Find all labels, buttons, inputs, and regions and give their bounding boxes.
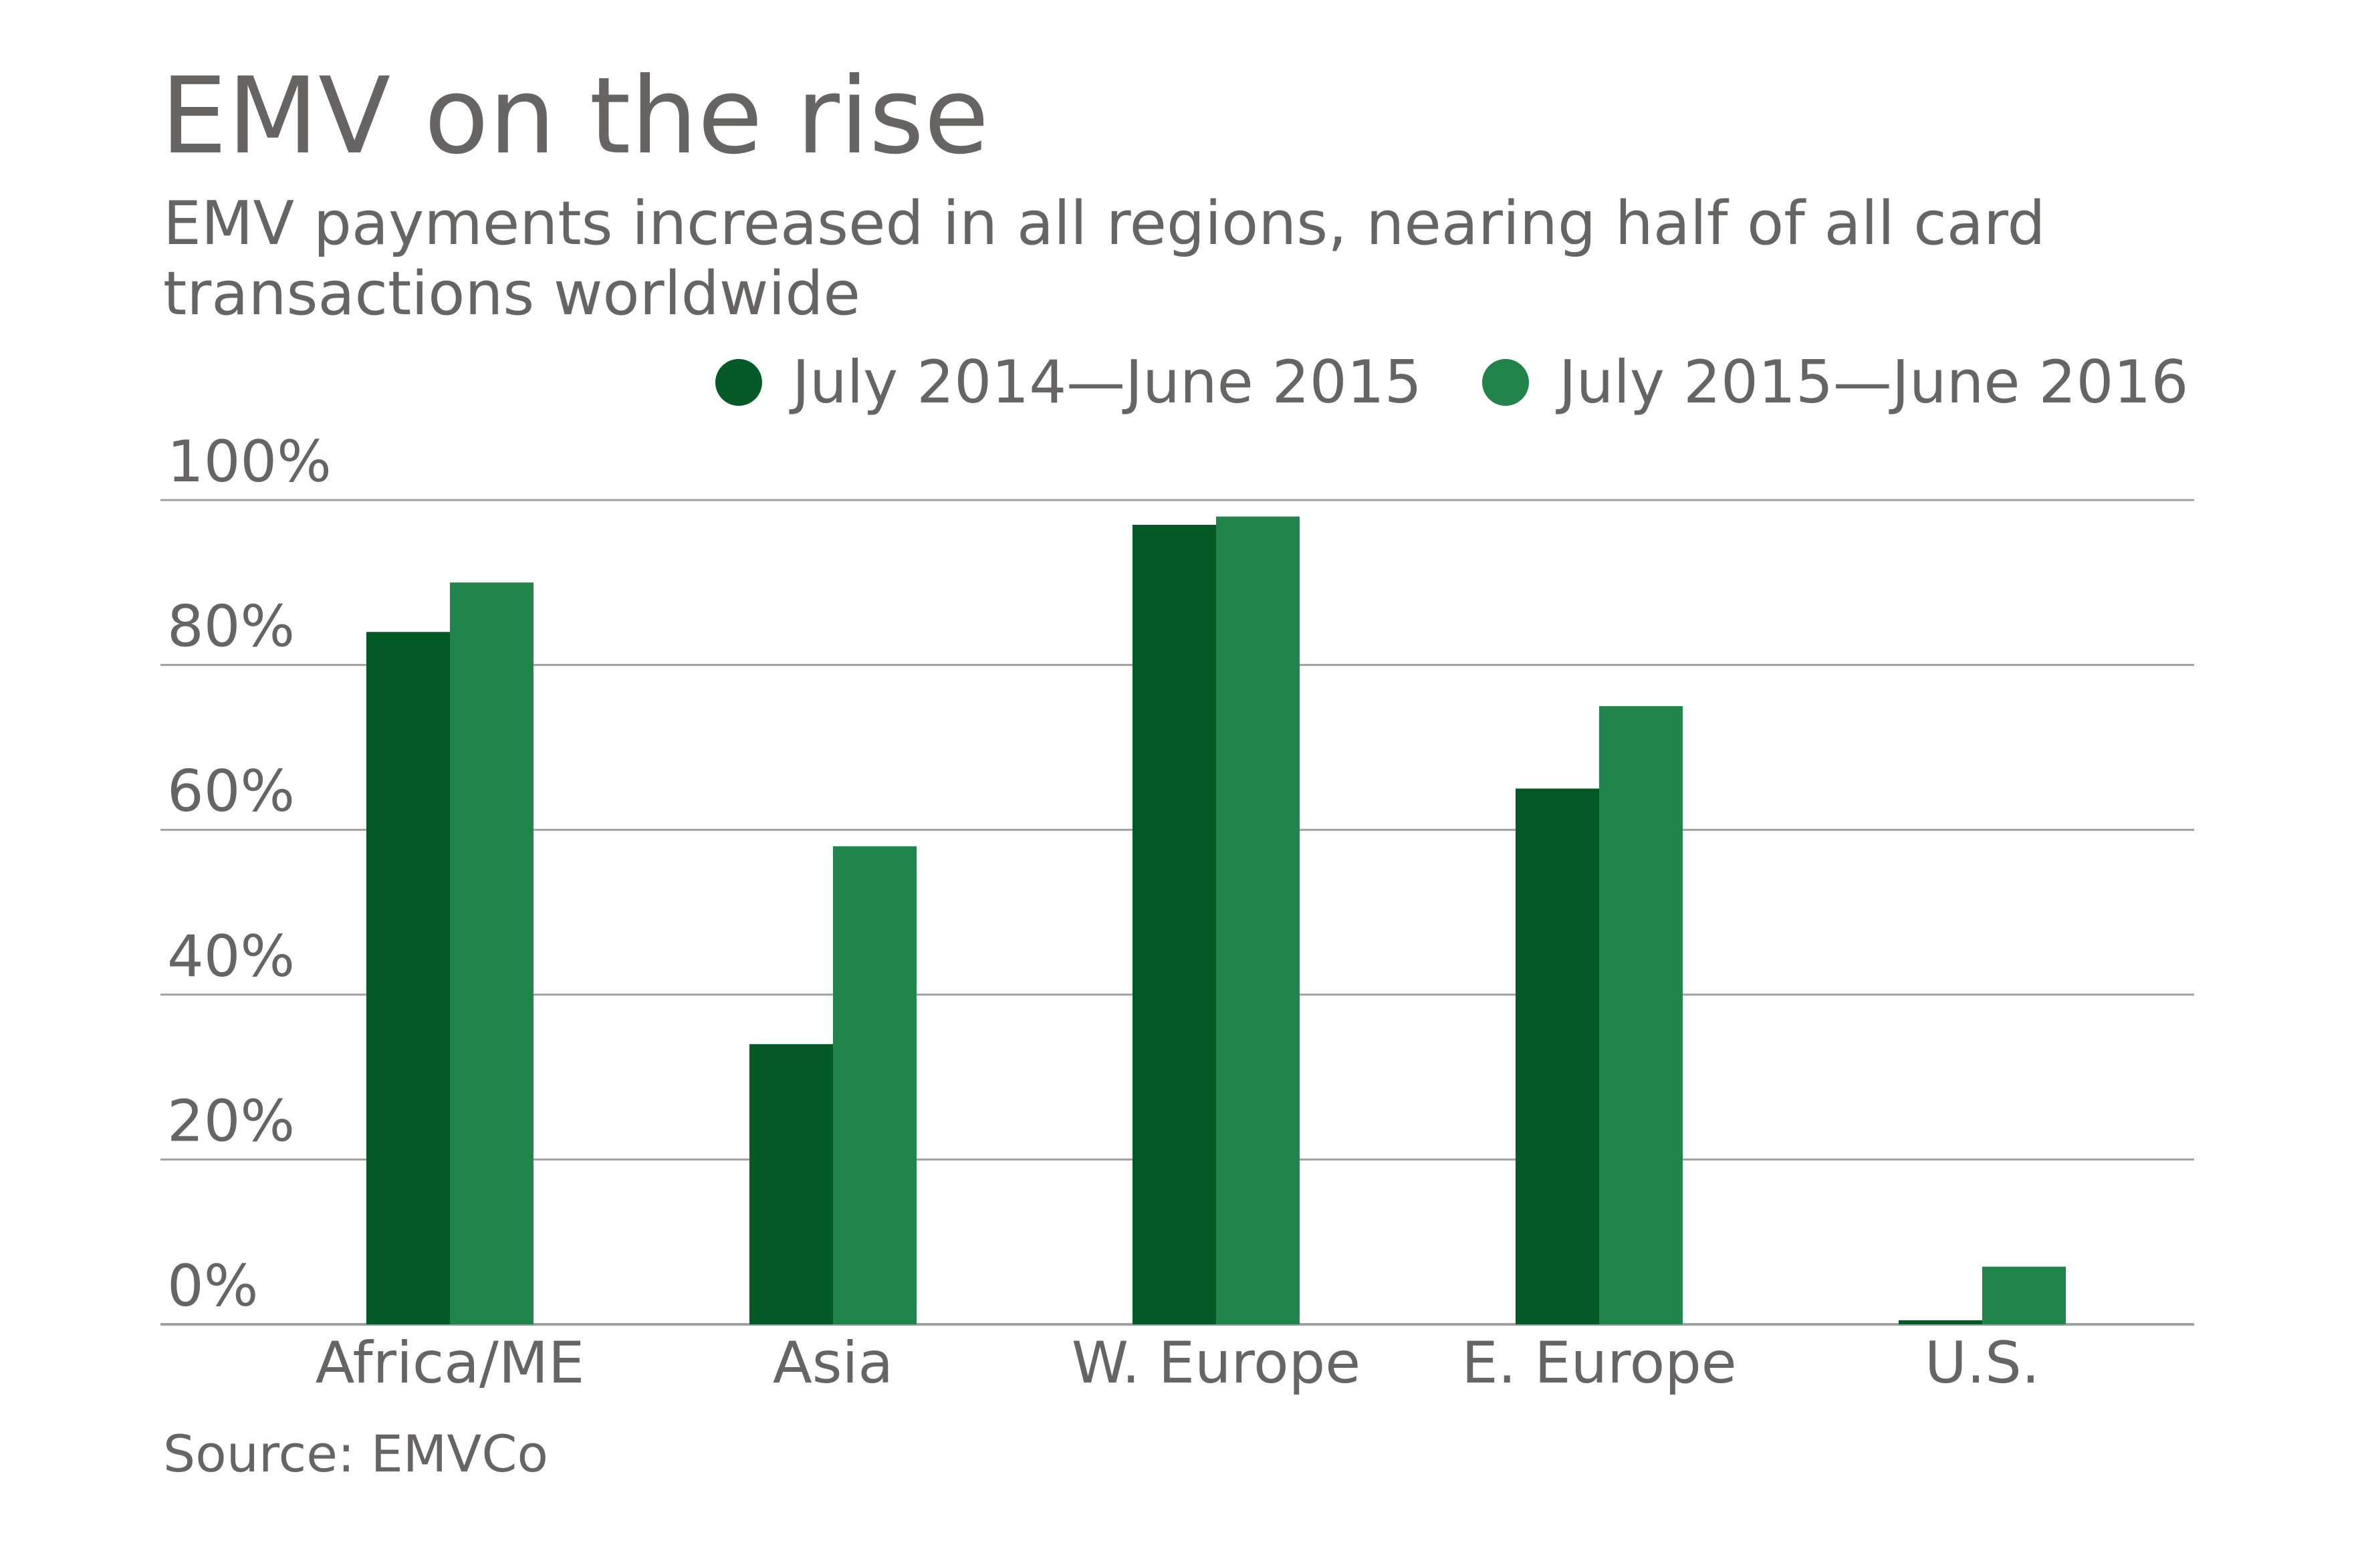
legend-swatch-series-1 bbox=[715, 358, 762, 406]
bar-2 bbox=[1599, 706, 1683, 1324]
bar-1 bbox=[1899, 1320, 1982, 1324]
y-tick-label: 60% bbox=[167, 758, 295, 825]
legend-item-series-1: July 2014—June 2015 bbox=[715, 348, 1422, 416]
y-tick-label: 20% bbox=[167, 1088, 295, 1155]
bar-1 bbox=[366, 632, 450, 1324]
x-tick-label: W. Europe bbox=[1072, 1330, 1360, 1397]
bar-1 bbox=[1133, 524, 1216, 1324]
bar-1 bbox=[1516, 788, 1599, 1324]
y-tick-label: 40% bbox=[167, 923, 295, 990]
legend: July 2014—June 2015 July 2015—June 2016 bbox=[715, 348, 2249, 416]
y-tick-label: 80% bbox=[167, 594, 295, 661]
legend-label-series-1: July 2014—June 2015 bbox=[792, 348, 1422, 416]
bar-2 bbox=[450, 582, 533, 1324]
x-tick-label: U.S. bbox=[1925, 1330, 2040, 1397]
x-tick-label: Asia bbox=[773, 1330, 893, 1397]
bar-2 bbox=[1982, 1266, 2066, 1324]
bar-2 bbox=[1216, 516, 1300, 1325]
source-note: Source: EMVCo bbox=[163, 1424, 548, 1483]
x-tick-label: Africa/ME bbox=[316, 1330, 585, 1397]
bar-1 bbox=[749, 1044, 833, 1324]
x-tick-label: E. Europe bbox=[1461, 1330, 1736, 1397]
legend-item-series-2: July 2015—June 2016 bbox=[1481, 348, 2189, 416]
chart-title: EMV on the rise bbox=[160, 55, 989, 178]
y-tick-label: 100% bbox=[167, 429, 332, 495]
bar-2 bbox=[833, 846, 917, 1324]
y-tick-label: 0% bbox=[167, 1253, 258, 1320]
legend-swatch-series-2 bbox=[1481, 358, 1529, 406]
legend-label-series-2: July 2015—June 2016 bbox=[1558, 348, 2189, 416]
chart-subtitle: EMV payments increased in all regions, n… bbox=[163, 189, 2046, 329]
